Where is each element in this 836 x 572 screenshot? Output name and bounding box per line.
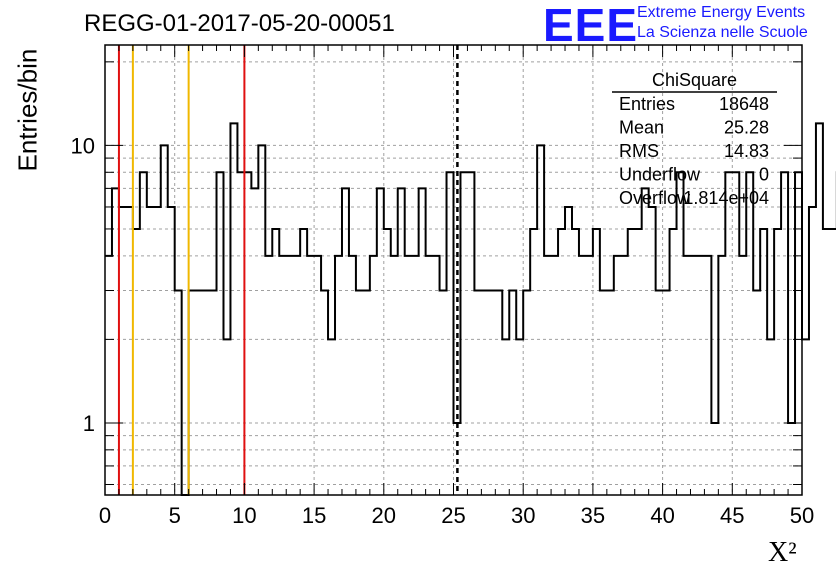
stats-label: Overflow [619,188,691,208]
x-tick-label: 45 [720,503,744,528]
x-axis-label: X² [768,537,797,568]
stats-value: 25.28 [724,118,769,138]
eee-logo: EEE [543,0,639,51]
x-tick-label: 35 [581,503,605,528]
stats-value: 18648 [719,94,769,114]
stats-label: RMS [619,141,659,161]
stats-label: Entries [619,94,675,114]
y-tick-label: 1 [83,411,95,436]
stats-title: ChiSquare [652,70,737,90]
stats-value: 1.814e+04 [683,188,769,208]
logo-subtitle-2: La Scienza nelle Scuole [637,24,808,41]
chart-title: REGG-01-2017-05-20-00051 [84,10,395,37]
histogram [105,122,836,496]
x-tick-label: 40 [650,503,674,528]
stats-label: Mean [619,118,664,138]
stats-box: ChiSquare Entries 18648 Mean 25.28 RMS 14.83 Un… [612,70,777,208]
stats-value: 0 [759,165,769,185]
x-tick-label: 30 [511,503,535,528]
histogram-outline [105,122,836,496]
x-tick-label: 25 [441,503,465,528]
threshold-lines [117,45,459,495]
x-tick-label: 50 [790,503,814,528]
axes: 0 5 10 15 20 25 30 35 40 45 50 1 10 [71,44,814,528]
x-tick-label: 0 [99,503,111,528]
logo-subtitle-1: Extreme Energy Events [637,4,806,21]
stats-label: Underflow [619,165,701,185]
x-tick-label: 20 [372,503,396,528]
y-tick-label: 10 [71,133,95,158]
x-tick-label: 5 [169,503,181,528]
x-tick-label: 15 [302,503,326,528]
stats-value: 14.83 [724,141,769,161]
x-tick-label: 10 [232,503,256,528]
